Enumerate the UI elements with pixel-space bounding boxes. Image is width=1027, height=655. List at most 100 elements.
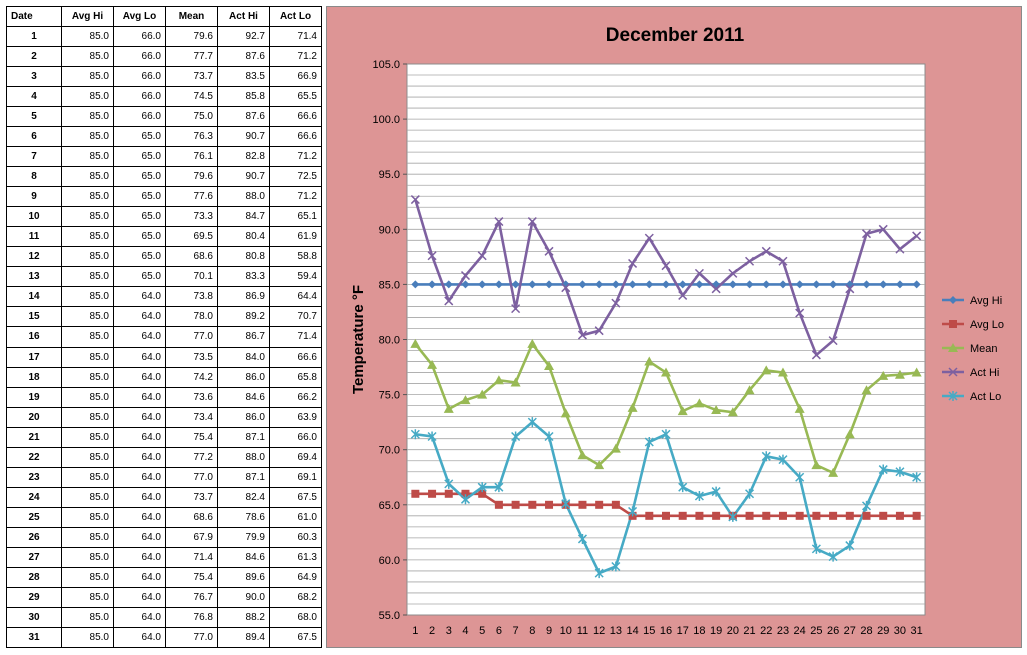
data-point — [661, 429, 671, 440]
table-cell: 85.0 — [61, 166, 114, 188]
table-cell: 76.3 — [165, 126, 218, 148]
table-cell: 19 — [6, 386, 62, 408]
table-cell: 90.0 — [217, 586, 270, 608]
x-tick-label: 16 — [660, 625, 672, 637]
data-point — [812, 511, 821, 520]
table-cell: 89.4 — [217, 626, 270, 649]
data-point — [711, 284, 721, 294]
table-row: 6 85.0 65.0 76.3 90.7 66.6 — [6, 126, 322, 148]
x-tick-label: 1 — [412, 625, 418, 637]
data-point — [477, 251, 487, 261]
data-point — [912, 231, 922, 241]
table-cell: 66.0 — [269, 426, 322, 448]
data-point — [794, 403, 805, 413]
data-point — [460, 494, 471, 505]
table-cell: 66.2 — [269, 386, 322, 408]
data-point — [610, 443, 621, 453]
data-point — [745, 488, 755, 499]
data-point — [561, 498, 571, 509]
line-chart: December 2011 55.0 60.0 65.0 70.0 75.0 80.0 85.… — [350, 25, 1004, 637]
table-cell: 71.2 — [269, 146, 322, 168]
table-cell: 65.0 — [113, 206, 166, 228]
x-tick-label: 31 — [911, 625, 923, 637]
table-cell: 77.2 — [165, 446, 218, 468]
table-cell: 64.0 — [113, 626, 166, 649]
table-cell: 64.0 — [113, 446, 166, 468]
table-cell: 71.2 — [269, 186, 322, 208]
data-point — [494, 217, 504, 227]
column-header: Act Lo — [269, 6, 322, 27]
x-tick-label: 29 — [877, 625, 889, 637]
data-point — [828, 467, 839, 477]
data-point — [528, 280, 537, 289]
table-row: 8 85.0 65.0 79.6 90.7 72.5 — [6, 166, 322, 188]
data-point — [627, 402, 638, 412]
data-point — [878, 224, 888, 234]
data-point — [428, 280, 437, 289]
legend-label: Avg Hi — [970, 295, 1002, 307]
table-cell: 85.0 — [61, 246, 114, 268]
data-point — [745, 256, 755, 266]
data-point — [694, 490, 704, 501]
data-table-container: Date Avg Hi Avg Lo Mean Act Hi Act Lo 1 85.0 66… — [6, 6, 322, 649]
data-point — [678, 280, 687, 289]
table-row: 7 85.0 65.0 76.1 82.8 71.2 — [6, 146, 322, 168]
table-row: 26 85.0 64.0 67.9 79.9 60.3 — [6, 526, 322, 548]
data-point — [444, 280, 453, 289]
data-point — [594, 460, 605, 470]
data-point — [411, 280, 420, 289]
data-point — [911, 367, 922, 377]
data-point — [528, 500, 537, 509]
data-point — [577, 450, 588, 460]
table-cell: 66.0 — [113, 106, 166, 128]
table-row: 16 85.0 64.0 77.0 86.7 71.4 — [6, 326, 322, 348]
x-tick-label: 28 — [860, 625, 872, 637]
table-cell: 87.1 — [217, 426, 270, 448]
data-point — [645, 280, 654, 289]
data-point — [611, 500, 620, 509]
table-cell: 65.0 — [113, 186, 166, 208]
column-header: Avg Lo — [113, 6, 166, 27]
table-cell: 25 — [6, 506, 62, 528]
table-row: 28 85.0 64.0 75.4 89.6 64.9 — [6, 566, 322, 588]
table-cell: 65.8 — [269, 366, 322, 388]
data-point — [711, 405, 722, 415]
y-tick-label: 105.0 — [372, 59, 400, 71]
table-cell: 90.7 — [217, 166, 270, 188]
data-point — [895, 280, 904, 289]
data-point — [895, 511, 904, 520]
x-tick-label: 12 — [593, 625, 605, 637]
table-cell: 79.9 — [217, 526, 270, 548]
data-point — [545, 280, 554, 289]
table-cell: 64.0 — [113, 506, 166, 528]
data-point — [862, 511, 871, 520]
table-cell: 85.0 — [61, 25, 114, 48]
table-cell: 67.5 — [269, 626, 322, 649]
data-point — [662, 280, 670, 289]
table-row: 10 85.0 65.0 73.3 84.7 65.1 — [6, 206, 322, 228]
y-tick-label: 80.0 — [379, 335, 400, 347]
column-header: Avg Hi — [61, 6, 114, 27]
table-cell: 63.9 — [269, 406, 322, 428]
table-cell: 67.9 — [165, 526, 218, 548]
table-cell: 66.9 — [269, 66, 322, 88]
data-point — [878, 464, 888, 475]
data-point — [511, 431, 521, 442]
table-cell: 4 — [6, 86, 62, 108]
table-cell: 64.0 — [113, 366, 166, 388]
table-cell: 11 — [6, 226, 62, 248]
table-cell: 83.5 — [217, 66, 270, 88]
table-cell: 86.9 — [217, 286, 270, 308]
table-row: 24 85.0 64.0 73.7 82.4 67.5 — [6, 486, 322, 508]
data-point — [444, 296, 454, 306]
data-point — [795, 280, 804, 289]
x-tick-label: 2 — [429, 625, 435, 637]
legend-label: Act Hi — [970, 367, 999, 379]
table-cell: 66.6 — [269, 346, 322, 368]
data-point — [727, 407, 738, 417]
table-cell: 64.4 — [269, 286, 322, 308]
table-cell: 71.2 — [269, 46, 322, 68]
x-tick-label: 30 — [894, 625, 906, 637]
data-point — [577, 330, 587, 340]
table-cell: 66.0 — [113, 86, 166, 108]
